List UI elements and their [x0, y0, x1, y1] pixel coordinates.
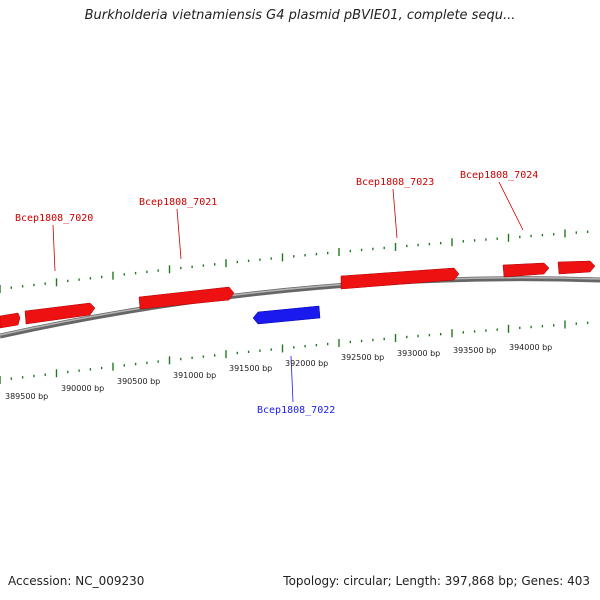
- gene-label-7024: Bcep1808_7024: [460, 170, 538, 181]
- inner-tick-track: [0, 320, 589, 384]
- gene-label-7020: Bcep1808_7020: [15, 213, 93, 224]
- gene-arrow-7022[interactable]: [252, 305, 321, 325]
- gene-label-7021: Bcep1808_7021: [139, 197, 217, 208]
- outer-tick-track: [0, 229, 589, 293]
- bp-label: 393000 bp: [397, 349, 440, 358]
- gene-arrow-7019[interactable]: [0, 312, 21, 329]
- gene-arrow-7021[interactable]: [138, 286, 235, 310]
- bp-label: 392500 bp: [341, 353, 384, 362]
- topology-label: Topology: circular; Length: 397,868 bp; …: [283, 574, 590, 588]
- map-title: Burkholderia vietnamiensis G4 plasmid pB…: [84, 8, 516, 23]
- bp-label: 390500 bp: [117, 377, 160, 386]
- gene-arrow-7024[interactable]: [502, 262, 550, 278]
- gene-arrow-7020[interactable]: [24, 302, 96, 325]
- backbone-arc: [0, 276, 600, 339]
- gene-label-7023: Bcep1808_7023: [356, 177, 434, 188]
- bp-label: 394000 bp: [509, 343, 552, 352]
- bp-label: 392000 bp: [285, 359, 328, 368]
- gene-arrow-7025[interactable]: [557, 260, 596, 275]
- gene-label-7022: Bcep1808_7022: [257, 405, 335, 416]
- bp-labels: 389500 bp 390000 bp 390500 bp 391000 bp …: [5, 343, 552, 401]
- bp-label: 391000 bp: [173, 371, 216, 380]
- gene-arrow-7023[interactable]: [340, 267, 460, 290]
- bp-label: 391500 bp: [229, 364, 272, 373]
- bp-label: 393500 bp: [453, 346, 496, 355]
- bp-label: 389500 bp: [5, 392, 48, 401]
- bp-label: 390000 bp: [61, 384, 104, 393]
- gene-leader-lines: [52, 181, 524, 403]
- forward-genes: [0, 260, 596, 329]
- accession-label: Accession: NC_009230: [8, 574, 145, 588]
